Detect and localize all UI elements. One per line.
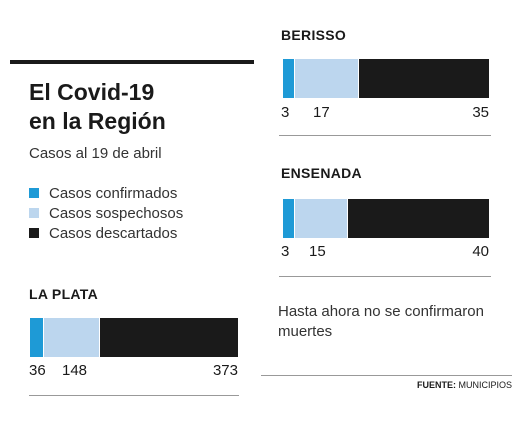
legend-label-descartados: Casos descartados — [49, 224, 178, 242]
divider-la-plata — [29, 395, 239, 396]
legend-item-sospechosos: Casos sospechosos — [29, 203, 183, 223]
legend-item-descartados: Casos descartados — [29, 223, 183, 243]
top-rule — [10, 60, 254, 64]
value-label-la-plata-sospechosos: 148 — [62, 362, 88, 379]
divider-ensenada — [279, 276, 491, 277]
bar-segment-berisso-sospechosos — [294, 59, 358, 98]
legend-swatch-descartados — [29, 228, 39, 238]
value-label-la-plata-descartados: 373 — [212, 362, 238, 379]
legend-label-sospechosos: Casos sospechosos — [49, 204, 184, 222]
bar-segment-berisso-confirmados — [283, 59, 295, 98]
title-line-1: El Covid-19 — [29, 79, 155, 105]
legend-swatch-sospechosos — [29, 208, 39, 218]
chart-subtitle: Casos al 19 de abril — [29, 145, 162, 162]
value-label-ensenada-descartados: 40 — [472, 243, 489, 260]
legend: Casos confirmados Casos sospechosos Caso… — [29, 183, 183, 243]
bar-segment-ensenada-sospechosos — [293, 199, 347, 238]
value-label-ensenada-confirmados: 3 — [281, 243, 290, 260]
bar-segment-ensenada-descartados — [346, 199, 489, 238]
bar-segment-la-plata-sospechosos — [43, 318, 99, 357]
bar-segment-ensenada-confirmados — [283, 199, 294, 238]
bar-segment-la-plata-confirmados — [30, 318, 44, 357]
source-credit: FUENTE: MUNICIPIOS — [417, 380, 512, 390]
bar-segment-la-plata-descartados — [98, 318, 238, 357]
title-line-2: en la Región — [29, 108, 166, 134]
bar-ensenada — [283, 199, 489, 238]
value-label-la-plata-confirmados: 36 — [29, 362, 46, 379]
section-title-berisso: BERISSO — [281, 27, 347, 43]
section-title-la-plata: LA PLATA — [29, 286, 99, 302]
value-label-berisso-sospechosos: 17 — [313, 104, 330, 121]
divider-berisso — [279, 135, 491, 136]
value-label-berisso-confirmados: 3 — [281, 104, 290, 121]
divider-source — [261, 375, 512, 376]
chart-title: El Covid-19 en la Región — [29, 78, 166, 136]
source-label: FUENTE: — [416, 380, 456, 390]
bar-la-plata — [30, 318, 238, 357]
value-label-berisso-descartados: 35 — [472, 104, 489, 121]
legend-item-confirmados: Casos confirmados — [29, 183, 183, 203]
bar-segment-berisso-descartados — [357, 59, 489, 98]
section-title-ensenada: ENSENADA — [281, 165, 362, 181]
legend-label-confirmados: Casos confirmados — [49, 184, 178, 202]
legend-swatch-confirmados — [29, 188, 39, 198]
value-label-ensenada-sospechosos: 15 — [309, 243, 326, 260]
note-text: Hasta ahora no se confirmaron muertes — [278, 303, 484, 340]
source-value: MUNICIPIOS — [458, 380, 512, 390]
bar-berisso — [283, 59, 489, 98]
